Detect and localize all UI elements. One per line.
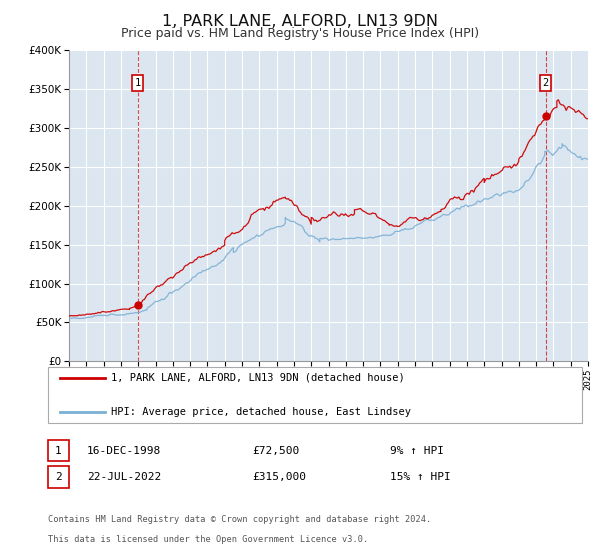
Text: 9% ↑ HPI: 9% ↑ HPI: [390, 446, 444, 456]
Text: This data is licensed under the Open Government Licence v3.0.: This data is licensed under the Open Gov…: [48, 535, 368, 544]
Text: 1, PARK LANE, ALFORD, LN13 9DN: 1, PARK LANE, ALFORD, LN13 9DN: [162, 14, 438, 29]
Text: 1, PARK LANE, ALFORD, LN13 9DN (detached house): 1, PARK LANE, ALFORD, LN13 9DN (detached…: [111, 373, 405, 383]
Text: Contains HM Land Registry data © Crown copyright and database right 2024.: Contains HM Land Registry data © Crown c…: [48, 515, 431, 524]
Text: £72,500: £72,500: [252, 446, 299, 456]
Text: 1: 1: [134, 78, 140, 88]
Text: 15% ↑ HPI: 15% ↑ HPI: [390, 472, 451, 482]
Text: 22-JUL-2022: 22-JUL-2022: [87, 472, 161, 482]
Text: 1: 1: [55, 446, 62, 456]
Text: 16-DEC-1998: 16-DEC-1998: [87, 446, 161, 456]
Text: Price paid vs. HM Land Registry's House Price Index (HPI): Price paid vs. HM Land Registry's House …: [121, 27, 479, 40]
Text: 2: 2: [542, 78, 549, 88]
Text: £315,000: £315,000: [252, 472, 306, 482]
Text: 2: 2: [55, 472, 62, 482]
Text: HPI: Average price, detached house, East Lindsey: HPI: Average price, detached house, East…: [111, 407, 411, 417]
